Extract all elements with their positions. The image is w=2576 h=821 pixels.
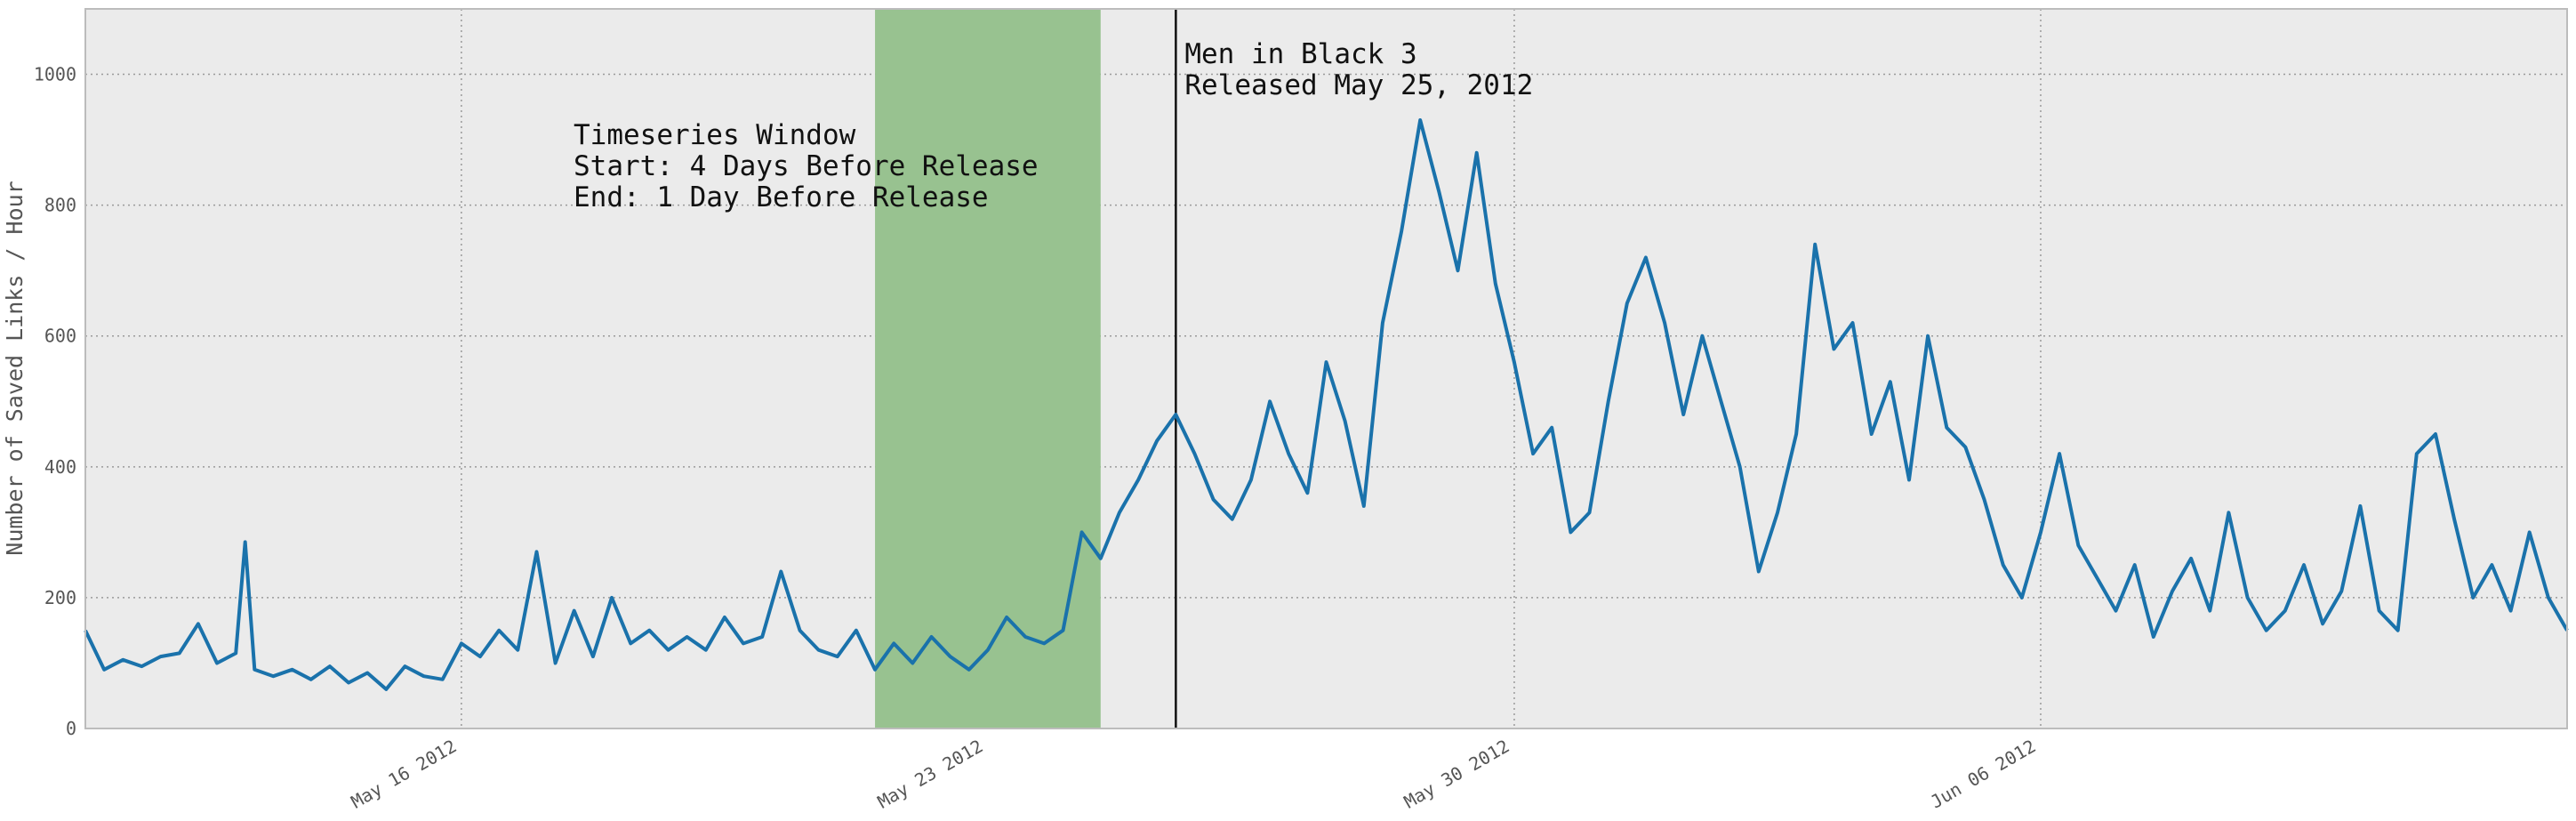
y-tick-label: 200 [44,587,76,608]
y-tick-label: 800 [44,195,76,216]
series-line [84,118,2569,691]
y-tick-label: 400 [44,456,76,478]
timeseries-window-annotation: Timeseries Window Start: 4 Days Before Re… [574,119,1039,213]
x-tick-label: May 30 2012 [1400,736,1513,813]
x-tick-label: May 23 2012 [874,736,987,813]
timeseries-window-region [875,9,1101,728]
x-tick-label: Jun 06 2012 [1927,736,2040,813]
y-axis-label: Number of Saved Links / Hour [2,181,28,555]
release-annotation-line: Released May 25, 2012 [1184,69,1533,101]
x-tick-label: May 16 2012 [348,736,461,813]
plot-frame [84,8,2568,729]
y-tick-label: 600 [44,326,76,347]
y-tick-label: 1000 [34,64,76,85]
x-axis-ticks: May 16 2012 May 23 2012 May 30 2012 Jun 06 … [348,736,2040,813]
release-annotation: Men in Black 3 Released May 25, 2012 [1184,38,1533,101]
timeseries-window-annotation-line: Timeseries Window [574,119,856,151]
timeseries-window-annotation-line: Start: 4 Days Before Release [574,150,1039,182]
y-axis-ticks: 0 200 400 600 800 1000 [34,64,76,739]
timeseries-window-annotation-line: End: 1 Day Before Release [574,181,989,213]
y-tick-label: 0 [66,718,76,739]
release-annotation-line: Men in Black 3 [1184,38,1416,70]
